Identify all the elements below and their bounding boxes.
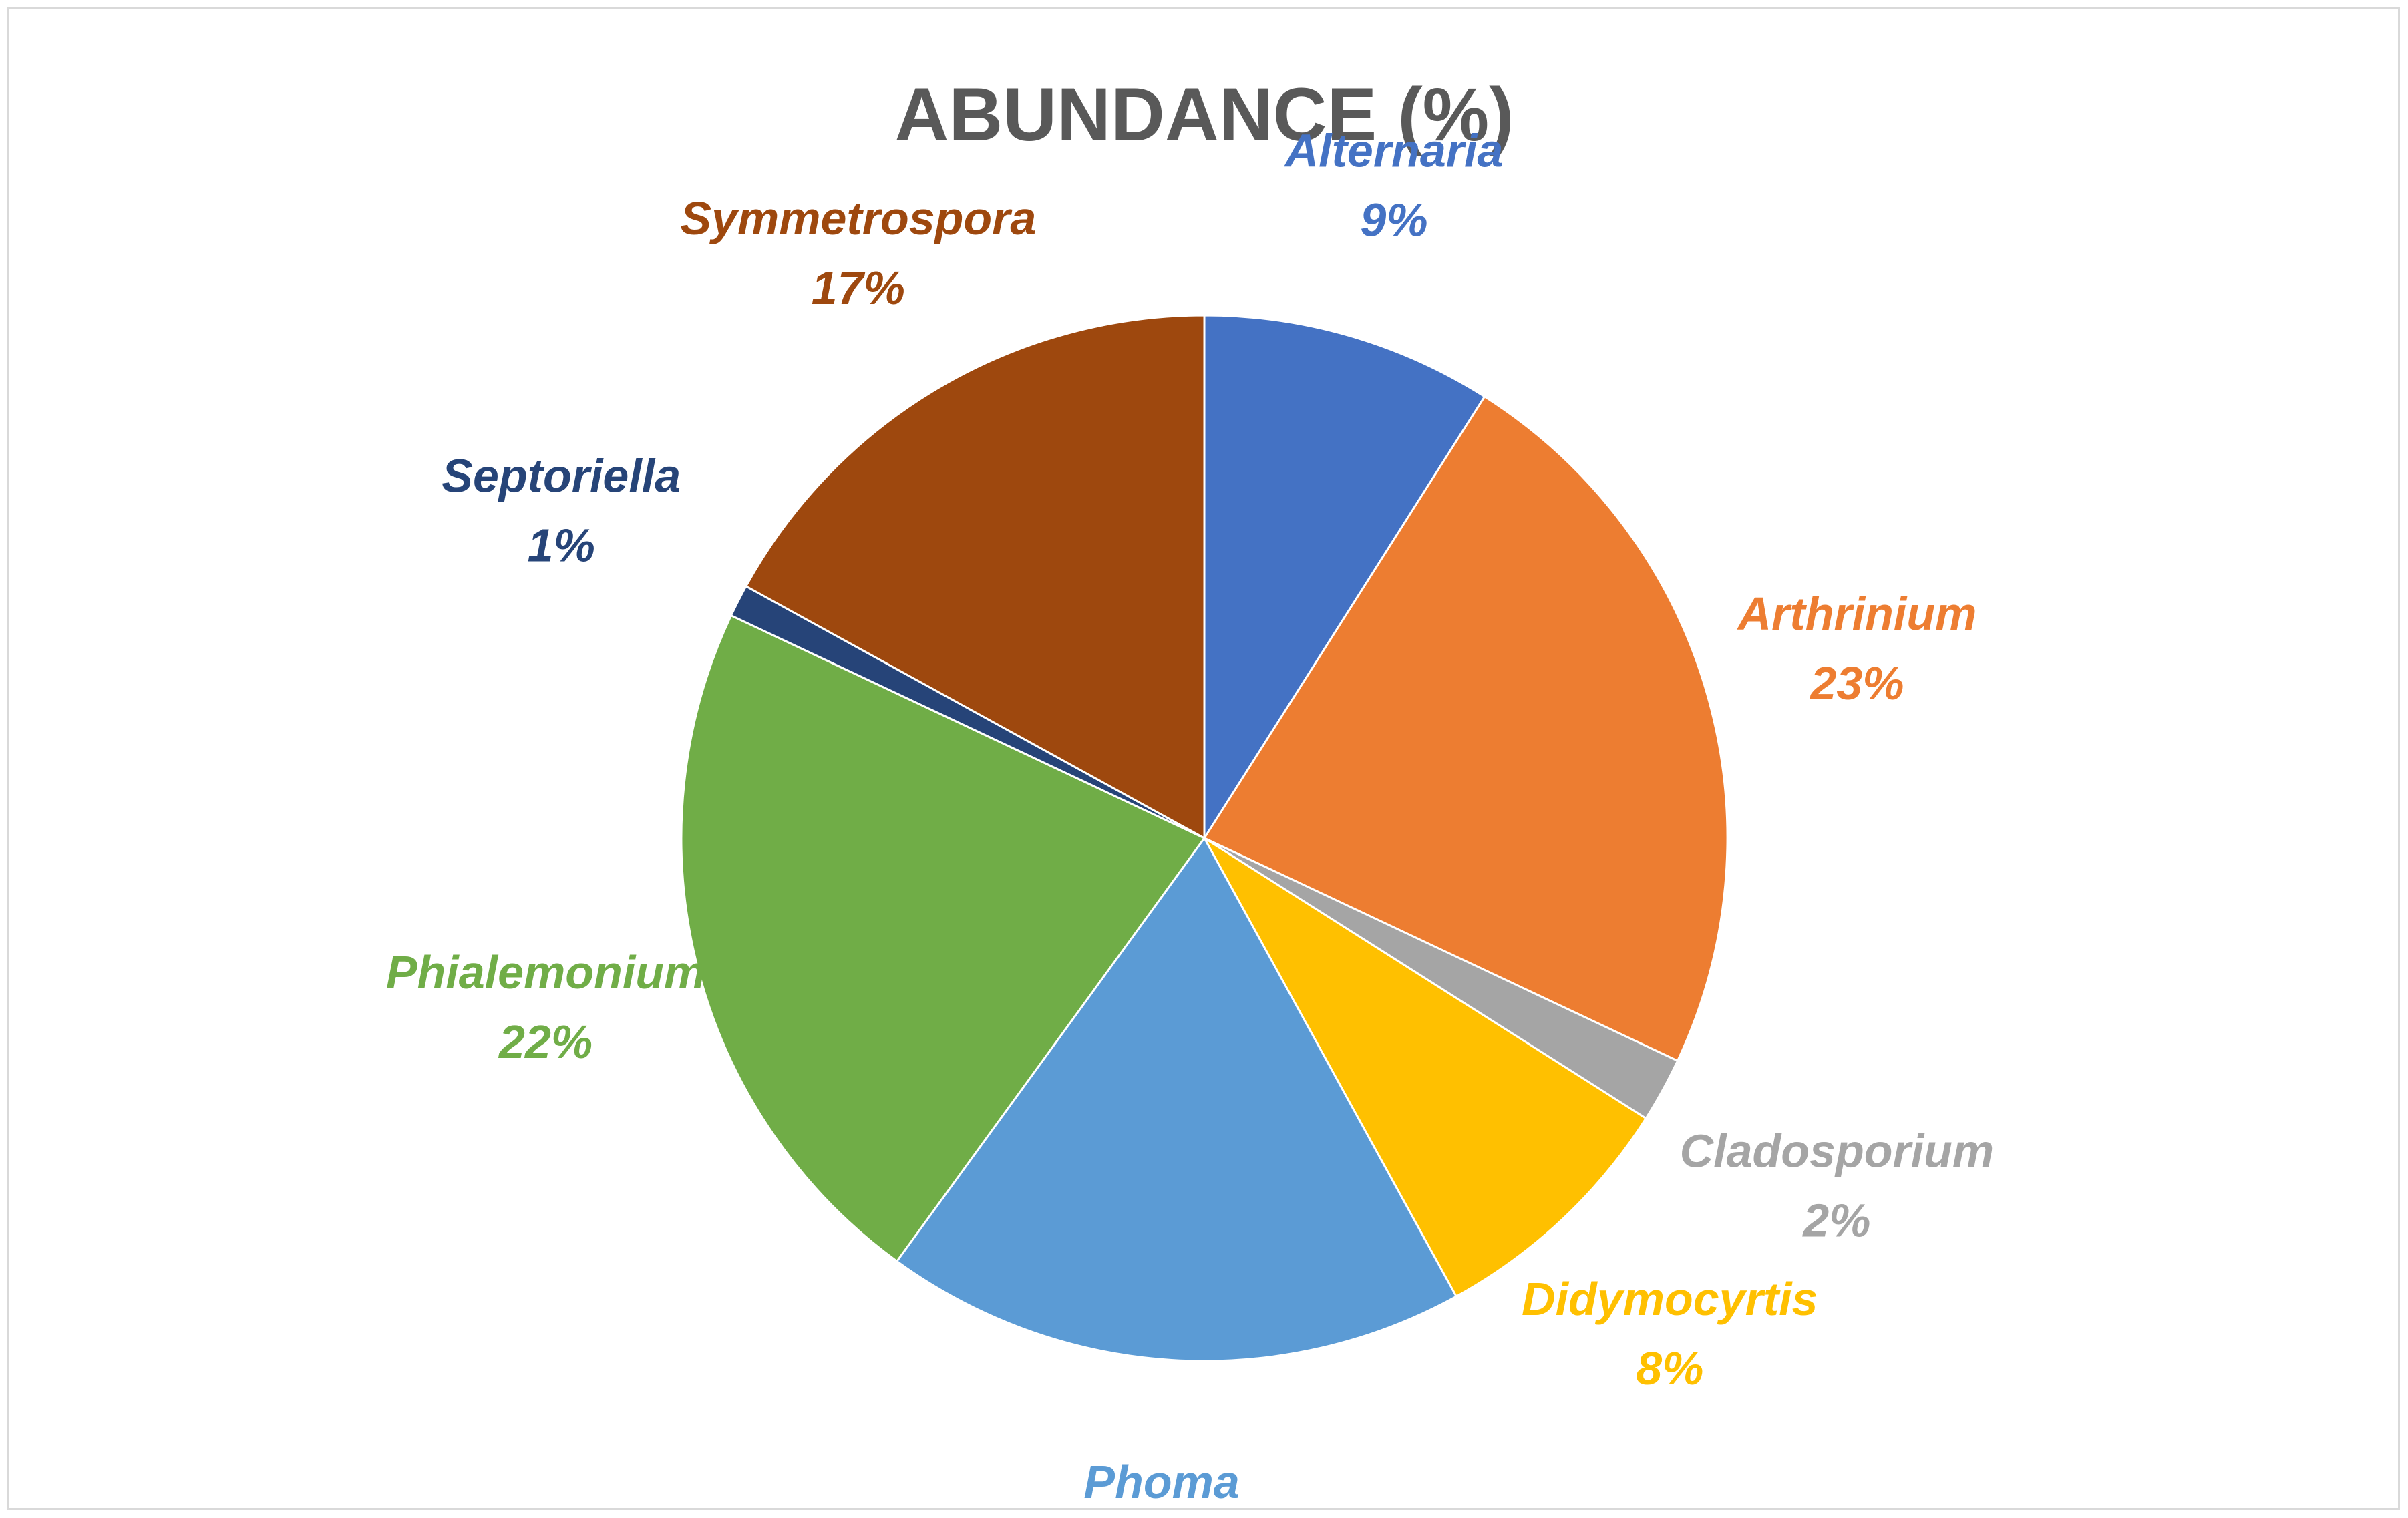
slice-value-alternaria: 9% [1360,194,1427,246]
slice-value-didymocyrtis: 8% [1636,1342,1703,1394]
pie-slice-phoma [895,836,1458,1362]
pie-slice-arthrinium [1202,395,1729,1063]
slice-value-phialemonium: 22% [498,1016,592,1068]
slice-label-cladosporium: Cladosporium [1680,1125,1995,1177]
slice-label-phoma: Phoma [1083,1456,1239,1508]
slice-label-arthrinium: Arthrinium [1737,588,1977,640]
slice-label-phialemonium: Phialemonium [386,946,705,998]
pie-labels: Alternaria 9% Arthrinium 23% Cladosporium 2% D… [386,125,1995,1508]
slice-value-septoriella: 1% [528,519,595,571]
slice-value-cladosporium: 2% [1801,1195,1870,1247]
pie-slices [680,314,1729,1362]
slice-label-septoriella: Septoriella [442,449,681,502]
chart-title: ABUNDANCE (%) [894,73,1514,156]
slice-value-symmetrospora: 17% [812,262,905,314]
slice-label-didymocyrtis: Didymocyrtis [1522,1273,1818,1325]
pie-slice-alternaria [1203,314,1486,842]
pie-slice-didymocyrtis [1203,837,1648,1298]
slice-value-arthrinium: 23% [1809,657,1904,709]
slice-label-alternaria: Alternaria [1284,125,1504,177]
pie-slice-symmetrospora [744,314,1206,840]
slice-label-symmetrospora: Symmetrospora [680,192,1036,244]
